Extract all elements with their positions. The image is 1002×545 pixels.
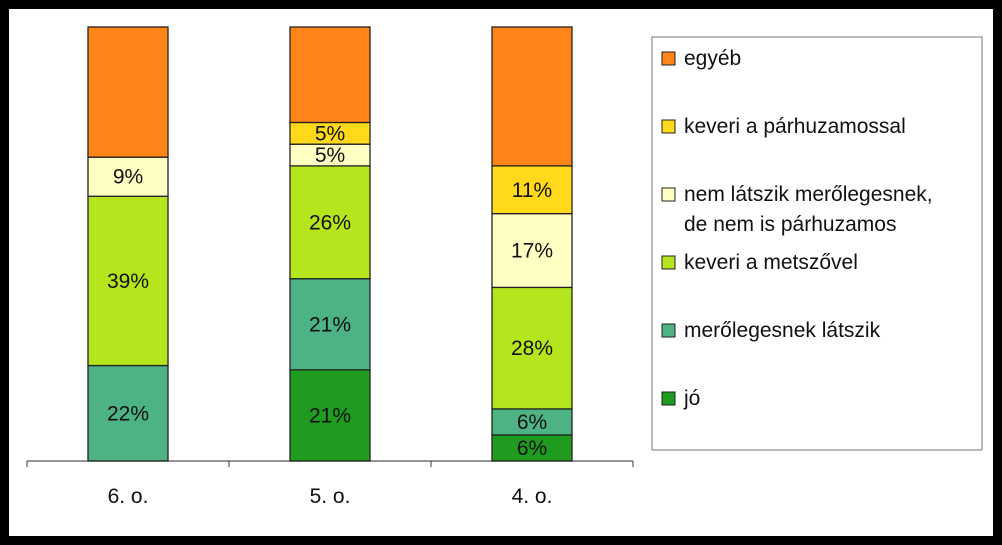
segment-labels: 22% 39% 9% 21% 21% 26% 5%5% 6% 6% 28% 17% 11%: [107, 122, 553, 460]
segment-value-label: 26%: [309, 211, 351, 234]
segment-value-label: 5%: [315, 122, 345, 145]
bars: [87, 26, 573, 462]
stacked-bar-chart: 22% 39% 9% 21% 21% 26% 5%5% 6% 6% 28% 17% 11% 6. o.…: [26, 26, 983, 508]
legend-swatch: [661, 323, 676, 338]
legend: egyéb keveri a párhuzamossal nem látszik m…: [651, 36, 983, 451]
x-axis-ticks: [26, 461, 634, 467]
segment-value-label: 22%: [107, 402, 149, 425]
bar-segment-egyéb: [491, 26, 573, 167]
category-label: 4. o.: [512, 485, 553, 508]
bar-segment-keveri-a-metszővel: [87, 195, 169, 367]
bar-segment-merőlegesnek-látszik: [87, 364, 169, 462]
legend-label: jó: [683, 387, 700, 410]
legend-label: keveri a metszővel: [684, 251, 858, 274]
legend-swatch: [661, 187, 676, 202]
legend-label: de nem is párhuzamos: [684, 213, 896, 236]
segment-value-label: 21%: [309, 404, 351, 427]
legend-swatch: [661, 51, 676, 66]
category-label: 5. o.: [310, 485, 351, 508]
bar-segment-nem-látszik-merőlegesnek: [491, 212, 573, 289]
category-label: 6. o.: [108, 485, 149, 508]
bar-segment-egyéb: [87, 26, 169, 158]
bar-segment-egyéb: [289, 26, 371, 124]
segment-value-label: 11%: [512, 179, 552, 202]
legend-swatch: [661, 391, 676, 406]
legend-label: nem látszik merőlegesnek,: [684, 183, 933, 206]
chart-frame: 22% 39% 9% 21% 21% 26% 5% 5% 6% 6% 28% 17% 11% 6. o.…: [9, 9, 993, 536]
bar-segment-keveri-a-metszővel: [491, 286, 573, 410]
segment-value-label: 28%: [511, 337, 553, 360]
segment-value-label: 6%: [517, 411, 547, 434]
legend-label: egyéb: [684, 47, 741, 70]
category-labels: 6. o. 5. o. 4. o.: [108, 485, 553, 508]
segment-value-label: 5%: [315, 144, 345, 167]
legend-swatch: [661, 255, 676, 270]
segment-value-label: 6%: [517, 437, 547, 460]
segment-value-label: 17%: [511, 240, 553, 263]
legend-items: egyéb keveri a párhuzamossal nem látszik m…: [661, 47, 933, 410]
segment-value-label: 9%: [113, 166, 143, 189]
legend-swatch: [661, 119, 676, 134]
segment-value-label: 21%: [309, 313, 351, 336]
legend-label: merőlegesnek látszik: [684, 319, 881, 342]
segment-value-label: 39%: [107, 270, 149, 293]
bar-segment-keveri-a-párhuzamossal: [491, 165, 573, 215]
legend-label: keveri a párhuzamossal: [684, 115, 906, 138]
legend-box: [651, 36, 983, 451]
plot-area: 22% 39% 9% 21% 21% 26% 5%5% 6% 6% 28% 17% 11% 6. o.…: [26, 26, 634, 508]
